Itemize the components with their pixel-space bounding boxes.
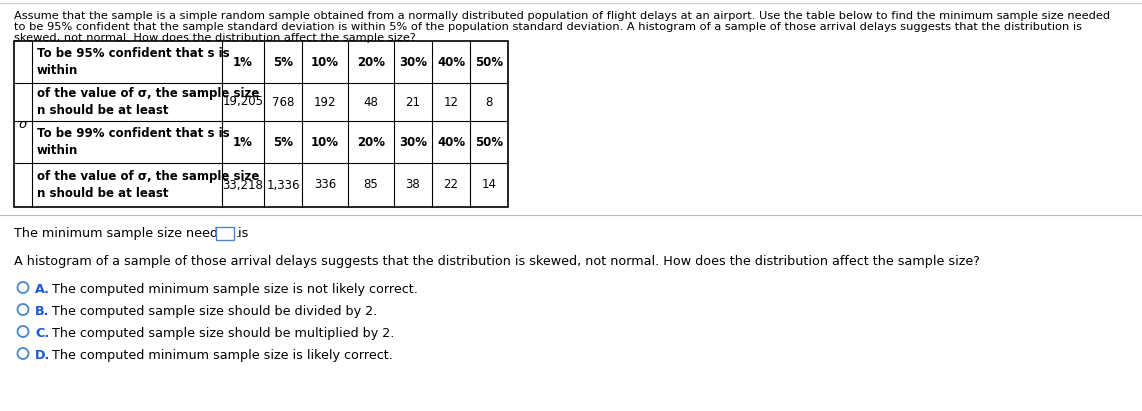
Text: 30%: 30% <box>399 136 427 148</box>
Text: Assume that the sample is a simple random sample obtained from a normally distri: Assume that the sample is a simple rando… <box>14 11 1110 21</box>
Text: 20%: 20% <box>357 136 385 148</box>
Text: 33,218: 33,218 <box>223 178 264 192</box>
Circle shape <box>17 348 29 359</box>
Text: 40%: 40% <box>437 136 465 148</box>
Text: 14: 14 <box>482 178 497 192</box>
Text: 768: 768 <box>272 95 295 109</box>
Text: 12: 12 <box>443 95 458 109</box>
Text: A.: A. <box>35 283 50 296</box>
Text: C.: C. <box>35 327 49 340</box>
Circle shape <box>17 304 29 315</box>
Text: 40%: 40% <box>437 55 465 69</box>
Text: To be 99% confident that s is
within: To be 99% confident that s is within <box>37 127 230 157</box>
Text: 336: 336 <box>314 178 336 192</box>
Text: 10%: 10% <box>311 136 339 148</box>
Text: 1,336: 1,336 <box>266 178 299 192</box>
Text: 38: 38 <box>405 178 420 192</box>
Text: D.: D. <box>35 349 50 362</box>
Text: to be 95% confident that the sample standard deviation is within 5% of the popul: to be 95% confident that the sample stan… <box>14 22 1081 32</box>
Text: To be 95% confident that s is
within: To be 95% confident that s is within <box>37 47 230 77</box>
Text: 22: 22 <box>443 178 458 192</box>
Text: 21: 21 <box>405 95 420 109</box>
Text: 30%: 30% <box>399 55 427 69</box>
Text: 5%: 5% <box>273 136 293 148</box>
Text: 48: 48 <box>363 95 378 109</box>
Text: B.: B. <box>35 305 49 318</box>
Bar <box>216 227 234 240</box>
Text: 10%: 10% <box>311 55 339 69</box>
Text: 5%: 5% <box>273 55 293 69</box>
Text: skewed, not normal. How does the distribution affect the sample size?: skewed, not normal. How does the distrib… <box>14 33 416 43</box>
Text: The minimum sample size needed is: The minimum sample size needed is <box>14 227 248 240</box>
Text: of the value of σ, the sample size
n should be at least: of the value of σ, the sample size n sho… <box>37 170 259 200</box>
Text: The computed minimum sample size is not likely correct.: The computed minimum sample size is not … <box>53 283 418 296</box>
Circle shape <box>17 282 29 293</box>
Text: 1%: 1% <box>233 55 252 69</box>
Text: 50%: 50% <box>475 136 504 148</box>
Text: The computed sample size should be divided by 2.: The computed sample size should be divid… <box>53 305 377 318</box>
Text: The computed sample size should be multiplied by 2.: The computed sample size should be multi… <box>53 327 394 340</box>
Text: 1%: 1% <box>233 136 252 148</box>
Text: The computed minimum sample size is likely correct.: The computed minimum sample size is like… <box>53 349 393 362</box>
Text: 8: 8 <box>485 95 492 109</box>
Bar <box>14 41 508 207</box>
Text: of the value of σ, the sample size
n should be at least: of the value of σ, the sample size n sho… <box>37 87 259 117</box>
Text: .: . <box>236 227 240 240</box>
Text: A histogram of a sample of those arrival delays suggests that the distribution i: A histogram of a sample of those arrival… <box>14 255 980 268</box>
Circle shape <box>17 326 29 337</box>
Text: 50%: 50% <box>475 55 504 69</box>
Text: 85: 85 <box>363 178 378 192</box>
Text: 192: 192 <box>314 95 336 109</box>
Text: 20%: 20% <box>357 55 385 69</box>
Text: σ: σ <box>18 118 27 131</box>
Text: 19,205: 19,205 <box>223 95 264 109</box>
